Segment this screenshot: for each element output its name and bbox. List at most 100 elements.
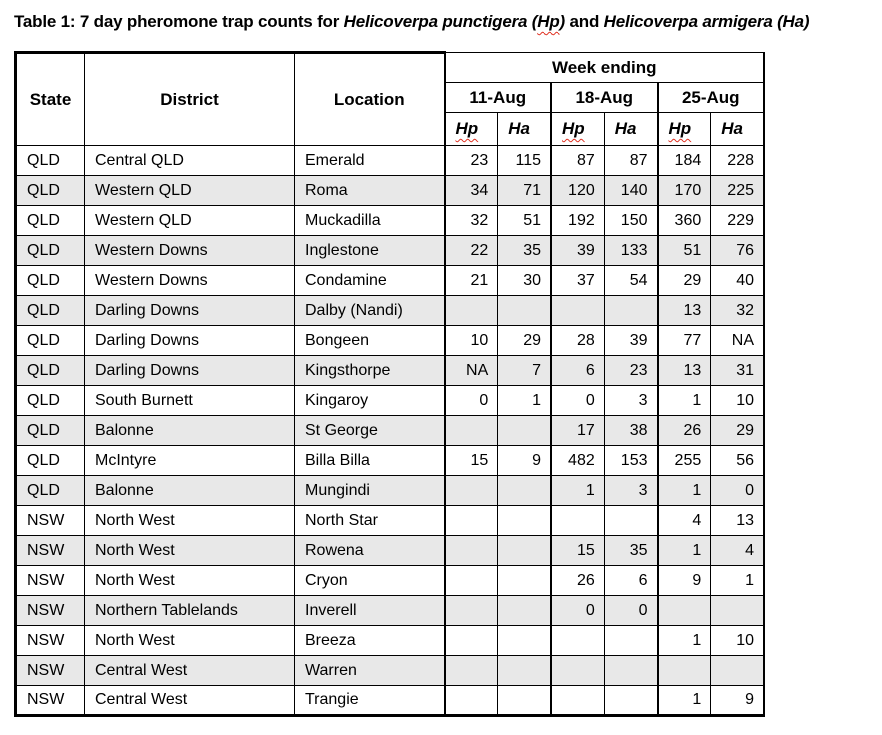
- table-title: Table 1: 7 day pheromone trap counts for…: [0, 0, 882, 35]
- cell-count: 13: [656, 355, 712, 386]
- cell-state: NSW: [15, 565, 85, 596]
- cell-count: 10: [443, 325, 499, 356]
- cell-state: QLD: [15, 475, 85, 506]
- cell-district: North West: [84, 535, 295, 566]
- cell-count: [710, 655, 765, 686]
- cell-location: Bongeen: [294, 325, 445, 356]
- cell-count: NA: [443, 355, 499, 386]
- cell-count: 17: [549, 415, 605, 446]
- cell-state: QLD: [15, 385, 85, 416]
- cell-state: NSW: [15, 685, 85, 716]
- cell-count: 1: [656, 625, 712, 656]
- cell-count: 1: [656, 685, 712, 716]
- table-row: NSW Central West Warren: [15, 655, 765, 686]
- cell-location: Inglestone: [294, 235, 445, 266]
- cell-district: McIntyre: [84, 445, 295, 476]
- cell-count: 170: [656, 175, 712, 206]
- cell-district: North West: [84, 565, 295, 596]
- cell-count: 77: [656, 325, 712, 356]
- cell-count: 39: [603, 325, 659, 356]
- cell-state: QLD: [15, 415, 85, 446]
- col-header-week-ending: Week ending: [443, 52, 765, 83]
- cell-count: [549, 295, 605, 326]
- cell-count: 51: [497, 205, 552, 236]
- cell-count: [497, 625, 552, 656]
- cell-count: [497, 595, 552, 626]
- cell-count: [603, 625, 659, 656]
- cell-count: 482: [549, 445, 605, 476]
- cell-location: Condamine: [294, 265, 445, 296]
- cell-location: Rowena: [294, 535, 445, 566]
- cell-state: QLD: [15, 265, 85, 296]
- cell-count: 30: [497, 265, 552, 296]
- table-row: QLD Balonne St George 17 38 26 29: [15, 415, 765, 446]
- cell-location: Breeza: [294, 625, 445, 656]
- cell-state: QLD: [15, 235, 85, 266]
- col-header-state: State: [15, 51, 85, 146]
- col-header-hp-1: Hp: [443, 112, 499, 146]
- cell-count: [603, 295, 659, 326]
- species1-name: Helicoverpa punctigera (: [343, 12, 538, 31]
- cell-count: 10: [710, 385, 765, 416]
- cell-count: 1: [656, 475, 712, 506]
- cell-count: 184: [656, 145, 712, 176]
- cell-count: 9: [656, 565, 712, 596]
- cell-count: [497, 415, 552, 446]
- cell-count: 360: [656, 205, 712, 236]
- cell-state: NSW: [15, 655, 85, 686]
- table-row: QLD McIntyre Billa Billa 15 9 482 153 255 56: [15, 445, 765, 476]
- cell-count: 21: [443, 265, 499, 296]
- table-row: QLD Western Downs Inglestone 22 35 39 133 51 76: [15, 235, 765, 266]
- col-header-location: Location: [294, 51, 445, 146]
- cell-count: [497, 295, 552, 326]
- cell-count: 28: [549, 325, 605, 356]
- cell-count: 29: [497, 325, 552, 356]
- cell-state: NSW: [15, 625, 85, 656]
- species2-name: Helicoverpa armigera (Ha): [603, 12, 810, 31]
- cell-state: NSW: [15, 535, 85, 566]
- cell-count: 1: [656, 385, 712, 416]
- col-header-ha-1: Ha: [497, 112, 552, 146]
- col-header-week-3: 25-Aug: [656, 82, 765, 113]
- cell-district: Central QLD: [84, 145, 295, 176]
- cell-district: Balonne: [84, 475, 295, 506]
- cell-district: Darling Downs: [84, 355, 295, 386]
- cell-count: 29: [710, 415, 765, 446]
- hp-label: Hp: [455, 119, 479, 138]
- cell-count: [443, 505, 499, 536]
- col-header-district: District: [84, 51, 295, 146]
- cell-district: Central West: [84, 655, 295, 686]
- cell-count: [656, 595, 712, 626]
- cell-count: 38: [603, 415, 659, 446]
- cell-state: NSW: [15, 595, 85, 626]
- cell-count: 40: [710, 265, 765, 296]
- cell-count: 1: [710, 565, 765, 596]
- cell-district: North West: [84, 505, 295, 536]
- cell-count: 39: [549, 235, 605, 266]
- cell-count: NA: [710, 325, 765, 356]
- cell-count: 0: [549, 595, 605, 626]
- cell-count: 32: [443, 205, 499, 236]
- cell-count: [603, 655, 659, 686]
- cell-district: Balonne: [84, 415, 295, 446]
- cell-state: QLD: [15, 295, 85, 326]
- cell-count: 0: [443, 385, 499, 416]
- cell-count: 0: [549, 385, 605, 416]
- cell-count: [497, 505, 552, 536]
- cell-state: QLD: [15, 445, 85, 476]
- cell-count: [443, 595, 499, 626]
- cell-location: Billa Billa: [294, 445, 445, 476]
- cell-district: Northern Tablelands: [84, 595, 295, 626]
- header-row-dates: 11-Aug 18-Aug 25-Aug: [16, 82, 765, 113]
- table-row: QLD Darling Downs Bongeen 10 29 28 39 77 NA: [15, 325, 765, 356]
- table-row: QLD Central QLD Emerald 23 115 87 87 184 228: [15, 145, 765, 176]
- cell-count: 3: [603, 475, 659, 506]
- trap-counts-table: State District Location Week ending 11-A…: [14, 51, 765, 717]
- cell-location: Kingsthorpe: [294, 355, 445, 386]
- cell-count: 1: [656, 535, 712, 566]
- cell-count: 32: [710, 295, 765, 326]
- cell-count: 225: [710, 175, 765, 206]
- cell-count: 23: [443, 145, 499, 176]
- cell-count: 31: [710, 355, 765, 386]
